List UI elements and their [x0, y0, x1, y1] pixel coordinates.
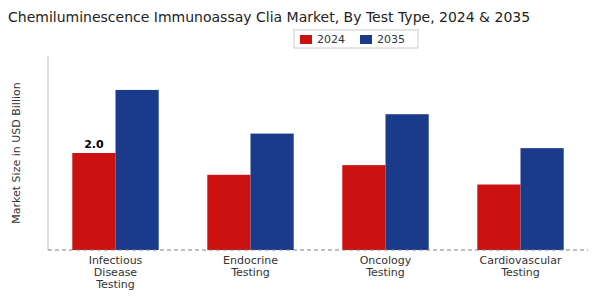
chart: Chemiluminescence Immunoassay Clia Marke…	[0, 0, 600, 300]
bars	[72, 90, 563, 250]
legend-label: 2024	[317, 33, 345, 46]
legend-label: 2035	[377, 33, 405, 46]
x-tick-label: OncologyTesting	[360, 254, 412, 279]
title: Chemiluminescence Immunoassay Clia Marke…	[8, 9, 530, 25]
bar	[251, 134, 294, 250]
legend-swatch	[300, 35, 312, 44]
legend: 2024 2035	[294, 30, 418, 48]
x-tick-label: InfectiousDiseaseTesting	[89, 254, 143, 291]
y-axis-label: Market Size in USD Billion	[10, 82, 23, 223]
bar	[207, 175, 250, 250]
x-tick-label: EndocrineTesting	[223, 254, 278, 279]
bar	[521, 148, 564, 250]
legend-swatch	[360, 35, 372, 44]
bar	[72, 153, 115, 250]
annotation: 2.0	[84, 138, 104, 151]
bar	[477, 185, 520, 250]
bar	[342, 165, 385, 250]
baseline	[48, 250, 588, 251]
y-axis-line	[48, 56, 49, 250]
bar	[116, 90, 159, 250]
bar	[386, 114, 429, 250]
x-tick-label: CardiovascularTesting	[480, 254, 562, 279]
legend-frame	[294, 30, 418, 48]
